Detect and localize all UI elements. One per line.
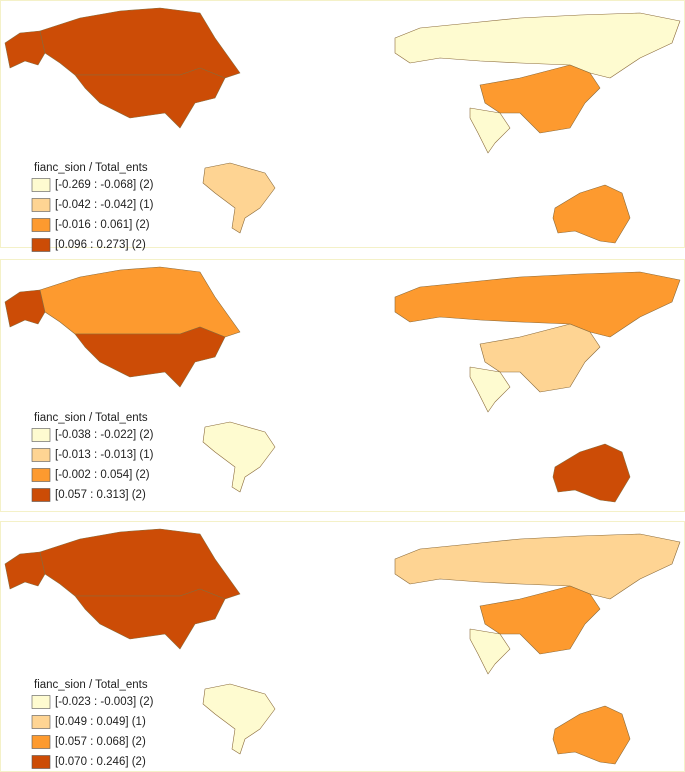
legend-swatch — [31, 468, 51, 482]
region-canada — [39, 7, 241, 79]
region-india — [469, 628, 511, 675]
region-india — [469, 366, 511, 413]
legend-label: [-0.023 : -0.003] (2) — [55, 696, 154, 708]
legend-swatch — [31, 428, 51, 442]
legend-label: [-0.013 : -0.013] (1) — [55, 449, 154, 461]
region-canada — [39, 266, 241, 338]
region-brazil — [202, 683, 276, 755]
region-alaska — [4, 30, 46, 69]
legend-swatch — [31, 238, 51, 252]
region-russia — [394, 271, 681, 338]
legend-label: [0.057 : 0.068] (2) — [55, 736, 146, 748]
legend-swatch — [31, 695, 51, 709]
legend-label: [0.049 : 0.049] (1) — [55, 716, 146, 728]
region-australia — [552, 184, 631, 244]
legend-label: [0.096 : 0.273] (2) — [55, 239, 146, 251]
legend-swatch — [31, 715, 51, 729]
legend-swatch — [31, 198, 51, 212]
legend-label: [0.057 : 0.313] (2) — [55, 489, 146, 501]
legend-label: [0.070 : 0.246] (2) — [55, 756, 146, 768]
region-usa — [74, 588, 226, 650]
region-china — [479, 64, 601, 134]
region-brazil — [202, 162, 276, 234]
legend-label: [-0.038 : -0.022] (2) — [55, 429, 154, 441]
legend-swatch — [31, 755, 51, 769]
region-india — [469, 107, 511, 154]
legend-label: [-0.269 : -0.068] (2) — [55, 179, 154, 191]
legend-title: fianc_sion / Total_ents — [34, 679, 148, 691]
region-australia — [552, 705, 631, 765]
legend-swatch — [31, 735, 51, 749]
map-panel: fianc_sion / Total_ents [-0.269 : -0.068]… — [4, 7, 681, 252]
legend-label: [-0.016 : 0.061] (2) — [55, 219, 150, 231]
region-russia — [394, 533, 681, 600]
legend-swatch — [31, 218, 51, 232]
region-usa — [74, 326, 226, 388]
map-panel: fianc_sion / Total_ents [-0.023 : -0.003]… — [4, 528, 681, 769]
region-russia — [394, 12, 681, 79]
region-usa — [74, 67, 226, 129]
legend-swatch — [31, 448, 51, 462]
legend-label: [-0.002 : 0.054] (2) — [55, 469, 150, 481]
region-brazil — [202, 421, 276, 493]
region-alaska — [4, 551, 46, 590]
region-australia — [552, 443, 631, 503]
legend-swatch — [31, 178, 51, 192]
region-china — [479, 323, 601, 393]
legend-swatch — [31, 488, 51, 502]
region-china — [479, 585, 601, 655]
legend-title: fianc_sion / Total_ents — [34, 412, 148, 424]
legend-label: [-0.042 : -0.042] (1) — [55, 199, 154, 211]
region-canada — [39, 528, 241, 600]
map-panel: fianc_sion / Total_ents [-0.038 : -0.022]… — [4, 266, 681, 503]
region-alaska — [4, 289, 46, 328]
legend-title: fianc_sion / Total_ents — [34, 162, 148, 174]
